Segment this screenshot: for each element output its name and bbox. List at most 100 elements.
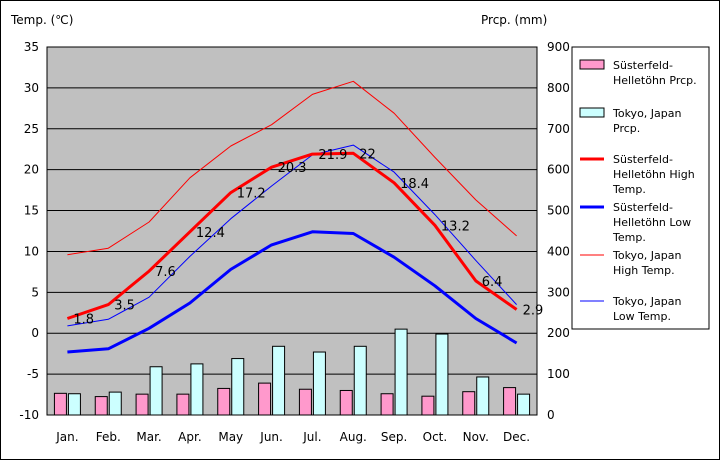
precip-bar-local bbox=[380, 393, 394, 416]
left-tick-label: -5 bbox=[27, 367, 39, 381]
precip-bar-tokyo bbox=[67, 393, 81, 416]
tokyo-low-line bbox=[67, 144, 517, 327]
legend-label: Tokyo, Japan bbox=[612, 295, 681, 308]
right-tick-label: 900 bbox=[547, 40, 570, 54]
legend-swatch bbox=[579, 59, 605, 70]
precip-bar-tokyo bbox=[517, 393, 531, 416]
month-label: Mar. bbox=[136, 430, 161, 444]
legend-label: High Temp. bbox=[613, 264, 675, 277]
month-label: Dec. bbox=[503, 430, 530, 444]
high-temp-data-label: 22 bbox=[359, 147, 376, 162]
month-label: Oct. bbox=[423, 430, 448, 444]
legend-box bbox=[571, 46, 710, 330]
precip-bar-local bbox=[53, 392, 67, 416]
right-tick-label: 500 bbox=[547, 204, 570, 218]
right-tick-label: 400 bbox=[547, 244, 570, 258]
month-label: Nov. bbox=[463, 430, 489, 444]
legend-label: Helletöhn High bbox=[613, 168, 695, 181]
precip-bar-tokyo bbox=[149, 366, 163, 416]
precip-bar-tokyo bbox=[272, 345, 286, 416]
month-label: Apr. bbox=[178, 430, 201, 444]
precip-bar-tokyo bbox=[231, 358, 245, 416]
precip-bar-tokyo bbox=[190, 363, 204, 416]
high-temp-data-label: 21.9 bbox=[318, 148, 347, 163]
right-tick-label: 0 bbox=[547, 408, 555, 422]
precip-bar-local bbox=[421, 395, 435, 416]
legend-label: Temp. bbox=[612, 231, 646, 244]
legend-label: Süsterfeld- bbox=[613, 59, 673, 72]
precip-bar-tokyo bbox=[108, 391, 122, 416]
left-axis-title: Temp. (℃) bbox=[10, 13, 73, 27]
left-tick-label: 25 bbox=[24, 122, 39, 136]
legend-label: Helletöhn Low bbox=[613, 216, 691, 229]
left-tick-label: 0 bbox=[31, 326, 39, 340]
precip-bar-local bbox=[503, 387, 517, 416]
precip-bar-tokyo bbox=[353, 345, 367, 416]
high-temp-data-label: 17.2 bbox=[237, 187, 266, 202]
local-high-line bbox=[66, 151, 518, 320]
precip-bar-local bbox=[298, 388, 312, 416]
left-tick-label: 30 bbox=[24, 81, 39, 95]
month-label: Feb. bbox=[96, 430, 121, 444]
precip-bar-local bbox=[94, 396, 108, 416]
precip-bar-tokyo bbox=[394, 328, 408, 416]
left-tick-label: 35 bbox=[24, 40, 39, 54]
left-tick-label: 15 bbox=[24, 204, 39, 218]
right-tick-label: 300 bbox=[547, 285, 570, 299]
month-label: Aug. bbox=[340, 430, 367, 444]
right-tick-label: 700 bbox=[547, 122, 570, 136]
legend-label: Tokyo, Japan bbox=[612, 249, 681, 262]
month-label: May bbox=[218, 430, 243, 444]
left-tick-label: 5 bbox=[31, 285, 39, 299]
right-tick-label: 800 bbox=[547, 81, 570, 95]
precip-bar-local bbox=[176, 393, 190, 416]
legend-label: Süsterfeld- bbox=[613, 201, 673, 214]
high-temp-data-label: 2.9 bbox=[523, 304, 544, 319]
right-tick-label: 600 bbox=[547, 163, 570, 177]
precip-bar-tokyo bbox=[476, 376, 490, 416]
right-axis-ticks: 900 800 700 600 500 400 300 200 100 0 bbox=[547, 40, 570, 422]
legend-swatch bbox=[579, 107, 605, 118]
high-temp-data-label: 12.4 bbox=[196, 226, 225, 241]
high-temp-data-label: 20.3 bbox=[278, 161, 307, 176]
legend-label: Süsterfeld- bbox=[613, 153, 673, 166]
precip-bar-local bbox=[258, 382, 272, 416]
high-temp-data-label: 7.6 bbox=[155, 265, 176, 280]
data-labels: 1.8 3.5 7.6 12.4 17.2 20.3 21.9 22 18.4 13.2 6.4 2.… bbox=[73, 147, 543, 327]
month-labels: Jan. Feb. Mar. Apr. May Jun. Jul. Aug. Sep. Oct. N… bbox=[55, 430, 530, 444]
right-tick-label: 200 bbox=[547, 326, 570, 340]
high-temp-data-label: 6.4 bbox=[482, 275, 503, 290]
left-tick-label: 20 bbox=[24, 163, 39, 177]
legend-label: Low Temp. bbox=[613, 310, 671, 323]
high-temp-data-label: 3.5 bbox=[114, 299, 135, 314]
legend-label: Helletöhn Prcp. bbox=[613, 74, 697, 87]
month-label: Jan. bbox=[55, 430, 78, 444]
legend-label: Tokyo, Japan bbox=[612, 107, 681, 120]
month-label: Jun. bbox=[259, 430, 283, 444]
precip-bar-local bbox=[217, 387, 231, 416]
gridlines bbox=[47, 87, 537, 375]
legend-label: Prcp. bbox=[613, 122, 640, 135]
precip-bar-local bbox=[135, 393, 149, 416]
local-low-line bbox=[67, 230, 518, 354]
left-tick-label: -10 bbox=[19, 408, 39, 422]
precip-bar-local bbox=[339, 389, 353, 416]
temperature-lines bbox=[66, 80, 518, 354]
precipitation-bars bbox=[53, 328, 531, 416]
high-temp-data-label: 18.4 bbox=[400, 177, 429, 192]
legend-label: Temp. bbox=[612, 183, 646, 196]
high-temp-data-label: 13.2 bbox=[441, 219, 470, 234]
left-axis-ticks: 35 30 25 20 15 10 5 0 -5 -10 bbox=[19, 40, 39, 422]
month-label: Sep. bbox=[381, 430, 407, 444]
precip-bar-local bbox=[462, 391, 476, 416]
precip-bar-tokyo bbox=[435, 333, 449, 416]
precip-bar-tokyo bbox=[312, 351, 326, 416]
right-tick-label: 100 bbox=[547, 367, 570, 381]
high-temp-data-label: 1.8 bbox=[73, 313, 94, 328]
tokyo-high-line bbox=[67, 80, 517, 256]
right-axis-title: Prcp. (mm) bbox=[481, 13, 547, 27]
month-label: Jul. bbox=[302, 430, 321, 444]
plot-area bbox=[46, 46, 538, 416]
